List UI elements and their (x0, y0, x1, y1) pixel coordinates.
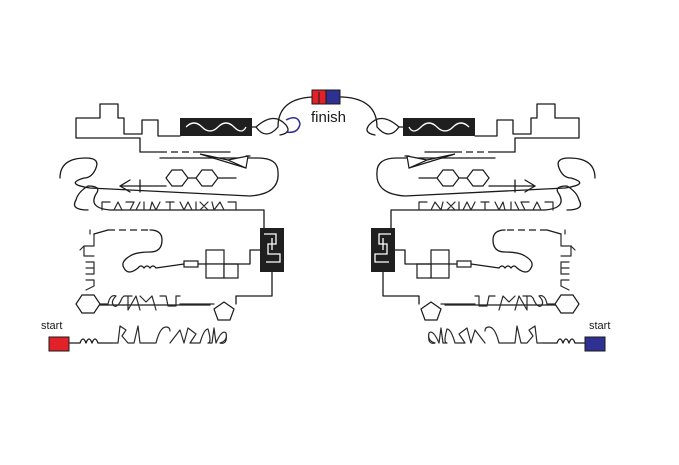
track-segment (122, 229, 185, 273)
small-resistor (183, 260, 199, 268)
start-marker-right (584, 336, 606, 352)
start-marker-left (48, 336, 70, 352)
start-label-left: start (41, 320, 63, 332)
blue-loop (285, 117, 301, 134)
track-segment (59, 157, 279, 197)
stkmp-scribble-left (99, 295, 215, 311)
start-label-right: start (589, 320, 611, 332)
track-segment (251, 96, 313, 135)
rlc-2018-scribble-left (111, 325, 227, 344)
track-segment (93, 229, 109, 235)
finish-label: finish (311, 109, 347, 126)
track-segment (255, 117, 289, 136)
track-segment (119, 177, 237, 193)
pentagon-obstacle (213, 301, 235, 321)
hexagon-obstacle (195, 169, 219, 187)
left-track-half (59, 96, 313, 344)
wave-block (180, 118, 252, 136)
hexagon-obstacle (75, 294, 101, 314)
egr-scribble-left (79, 229, 95, 291)
track-segment (75, 103, 181, 153)
track-segment (235, 271, 273, 305)
start-lead-left (69, 338, 113, 344)
track-segment (73, 185, 265, 229)
finish-marker-right (325, 89, 341, 105)
hexagon-obstacle (165, 169, 189, 187)
right-track-half (342, 96, 596, 344)
track-segment (223, 249, 263, 265)
aging-scribble-left (101, 201, 237, 211)
ramp-triangle (226, 155, 249, 169)
